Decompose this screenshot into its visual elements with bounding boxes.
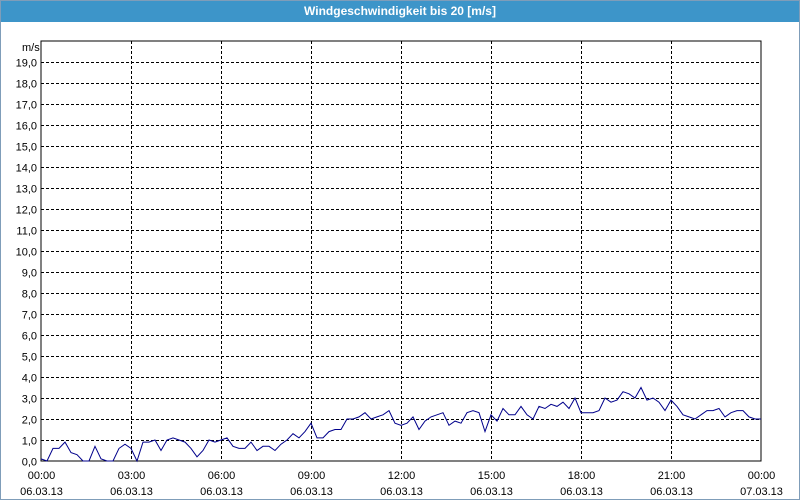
x-tick-time-label: 09:00 — [298, 470, 326, 482]
y-axis-ticks: 0,0 1,0 2,0 3,0 4,0 5,0 6,0 7,0 8,0 9,0 10,0 11,0 12… — [16, 58, 37, 469]
x-tick-time-label: 00:00 — [748, 470, 776, 482]
x-tick-date-label: 06.03.13 — [380, 486, 423, 498]
y-tick-label: 15,0 — [16, 142, 37, 154]
x-tick-date-label: 06.03.13 — [200, 486, 243, 498]
x-tick-time-label: 03:00 — [118, 470, 146, 482]
x-tick-time-label: 00:00 — [28, 470, 56, 482]
x-tick-time-label: 18:00 — [568, 470, 596, 482]
y-axis-unit-label: m/s — [22, 42, 40, 54]
plot-area-frame — [40, 40, 762, 462]
y-tick-label: 19,0 — [16, 58, 37, 70]
y-tick-label: 4,0 — [22, 373, 37, 385]
y-tick-label: 8,0 — [22, 289, 37, 301]
x-tick-date-label: 06.03.13 — [290, 486, 333, 498]
x-tick-time-label: 12:00 — [388, 470, 416, 482]
y-tick-label: 13,0 — [16, 184, 37, 196]
y-tick-label: 10,0 — [16, 247, 37, 259]
y-tick-label: 9,0 — [22, 268, 37, 280]
chart-title: Windgeschwindigkeit bis 20 [m/s] — [1, 1, 799, 22]
x-tick-date-label: 06.03.13 — [20, 486, 63, 498]
y-tick-label: 6,0 — [22, 331, 37, 343]
x-tick-time-label: 06:00 — [208, 470, 236, 482]
y-tick-label: 18,0 — [16, 79, 37, 91]
y-tick-label: 3,0 — [22, 394, 37, 406]
x-tick-date-label: 07.03.13 — [740, 486, 783, 498]
y-tick-label: 11,0 — [16, 226, 37, 238]
x-tick-time-label: 21:00 — [658, 470, 686, 482]
x-axis-ticks: 00:00 06.03.13 03:00 06.03.13 06:00 06.03.13 0… — [20, 470, 783, 498]
x-tick-date-label: 06.03.13 — [110, 486, 153, 498]
x-tick-time-label: 15:00 — [478, 470, 506, 482]
y-tick-label: 14,0 — [16, 163, 37, 175]
y-tick-label: 0,0 — [22, 457, 37, 469]
y-tick-label: 17,0 — [16, 100, 37, 112]
x-tick-date-label: 06.03.13 — [650, 486, 693, 498]
y-tick-label: 7,0 — [22, 310, 37, 322]
x-tick-date-label: 06.03.13 — [470, 486, 513, 498]
y-tick-label: 1,0 — [22, 436, 37, 448]
y-tick-label: 2,0 — [22, 415, 37, 427]
wind-speed-series-line — [40, 386, 761, 463]
y-tick-label: 5,0 — [22, 352, 37, 364]
y-tick-label: 16,0 — [16, 121, 37, 133]
x-tick-date-label: 06.03.13 — [560, 486, 603, 498]
y-tick-label: 12,0 — [16, 205, 37, 217]
grid-lines — [41, 41, 761, 461]
